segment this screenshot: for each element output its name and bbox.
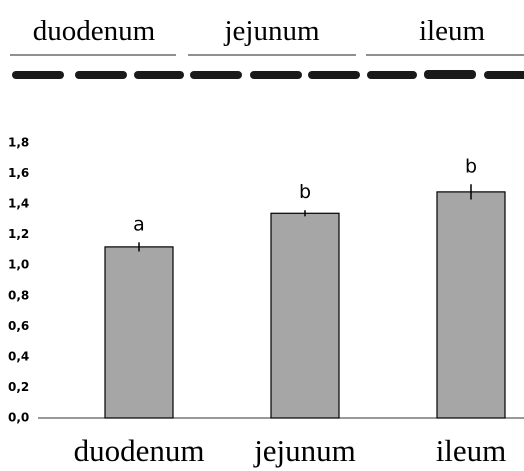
y-tick-label: 0,8 [8,288,29,302]
x-tick-label: duodenum [74,433,205,468]
y-tick-label: 1,0 [8,258,29,272]
y-tick-label: 0,4 [8,349,29,363]
gel-label: duodenum [33,15,156,47]
significance-letter: b [465,155,477,177]
y-tick-label: 1,8 [8,136,29,150]
significance-letter: b [299,181,311,203]
bar [104,246,174,419]
x-tick-label: ileum [436,433,507,468]
y-tick-label: 0,6 [8,319,29,333]
y-tick-label: 0,2 [8,380,29,394]
bar [436,191,506,419]
gel-label: jejunum [223,15,319,47]
bar [270,212,340,419]
y-tick-label: 0,0 [8,411,29,425]
gel-bands [12,70,524,79]
y-tick-label: 1,2 [8,227,29,241]
y-tick-label: 1,6 [8,166,29,180]
y-tick-label: 1,4 [8,197,29,211]
gel-label: ileum [419,15,485,47]
significance-letter: a [133,213,145,235]
x-tick-label: jejunum [253,433,356,468]
